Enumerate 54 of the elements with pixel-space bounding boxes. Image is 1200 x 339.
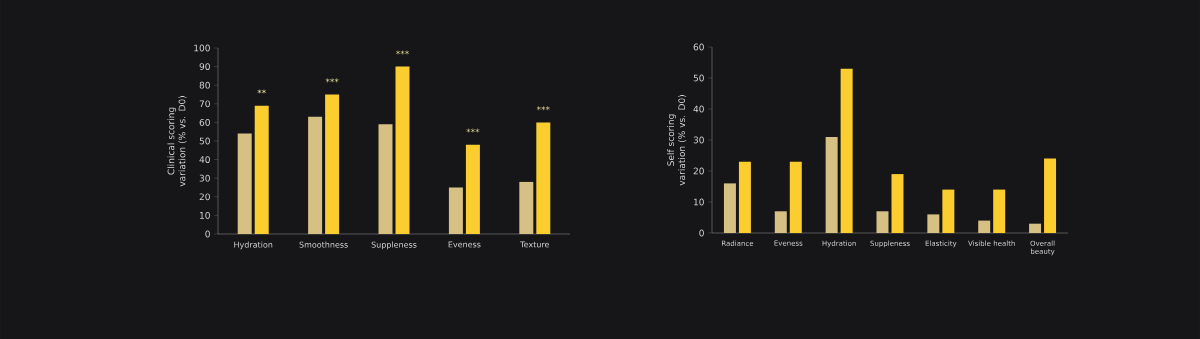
bar bbox=[891, 174, 904, 233]
y-tick-label: 0 bbox=[205, 230, 210, 238]
bar bbox=[942, 189, 955, 233]
y-tick-label: 50 bbox=[199, 137, 210, 145]
bar bbox=[927, 214, 940, 233]
y-tick-label: 20 bbox=[199, 193, 210, 201]
bar bbox=[1044, 158, 1057, 233]
annotation: *** bbox=[536, 106, 550, 111]
y-tick-label: 40 bbox=[199, 156, 210, 163]
bar bbox=[237, 133, 252, 234]
bar bbox=[254, 105, 269, 234]
bar bbox=[308, 116, 323, 234]
x-tick-label: Eveness bbox=[448, 241, 481, 248]
bar bbox=[825, 136, 838, 233]
y-axis-title: Self scoring variation (% vs. D0) bbox=[667, 95, 687, 186]
y-tick-label: 60 bbox=[199, 118, 210, 126]
y-tick-label: 10 bbox=[200, 211, 210, 219]
y-tick-label: 90 bbox=[199, 63, 210, 70]
x-tick-label: Texture bbox=[520, 241, 550, 248]
bar bbox=[840, 68, 853, 233]
y-tick-label: 100 bbox=[194, 44, 210, 52]
x-tick-label: Hydration bbox=[234, 241, 273, 250]
y-axis-title: Clinical scoring variation (% vs. D0) bbox=[167, 96, 187, 187]
bar bbox=[378, 124, 393, 234]
bar bbox=[876, 211, 889, 233]
y-tick-label: 0 bbox=[699, 229, 704, 237]
bar bbox=[448, 187, 463, 234]
bar bbox=[395, 66, 410, 234]
bar bbox=[978, 220, 991, 233]
x-tick-label: Suppleness bbox=[371, 241, 417, 250]
annotation: *** bbox=[466, 128, 480, 133]
bar bbox=[1029, 223, 1042, 233]
bar bbox=[465, 144, 480, 234]
bar bbox=[789, 161, 802, 233]
y-tick-label: 30 bbox=[199, 174, 210, 182]
y-tick-label: 10 bbox=[694, 198, 704, 206]
y-tick-label: 40 bbox=[693, 105, 704, 113]
y-tick-label: 80 bbox=[199, 81, 210, 89]
bar bbox=[723, 183, 736, 233]
annotation: *** bbox=[325, 78, 339, 83]
y-tick-label: 50 bbox=[693, 74, 704, 82]
bar bbox=[993, 189, 1006, 233]
annotation: ** bbox=[257, 89, 266, 94]
y-tick-label: 30 bbox=[693, 136, 704, 144]
y-tick-label: 70 bbox=[199, 100, 210, 108]
bar bbox=[519, 181, 534, 234]
y-tick-label: 20 bbox=[693, 167, 704, 175]
bar bbox=[536, 122, 551, 234]
y-tick-label: 60 bbox=[693, 43, 704, 51]
annotation: *** bbox=[396, 50, 409, 55]
bar bbox=[325, 94, 340, 234]
bar bbox=[738, 161, 751, 233]
x-tick-label: Smoothness bbox=[299, 241, 348, 248]
bar bbox=[774, 211, 787, 233]
